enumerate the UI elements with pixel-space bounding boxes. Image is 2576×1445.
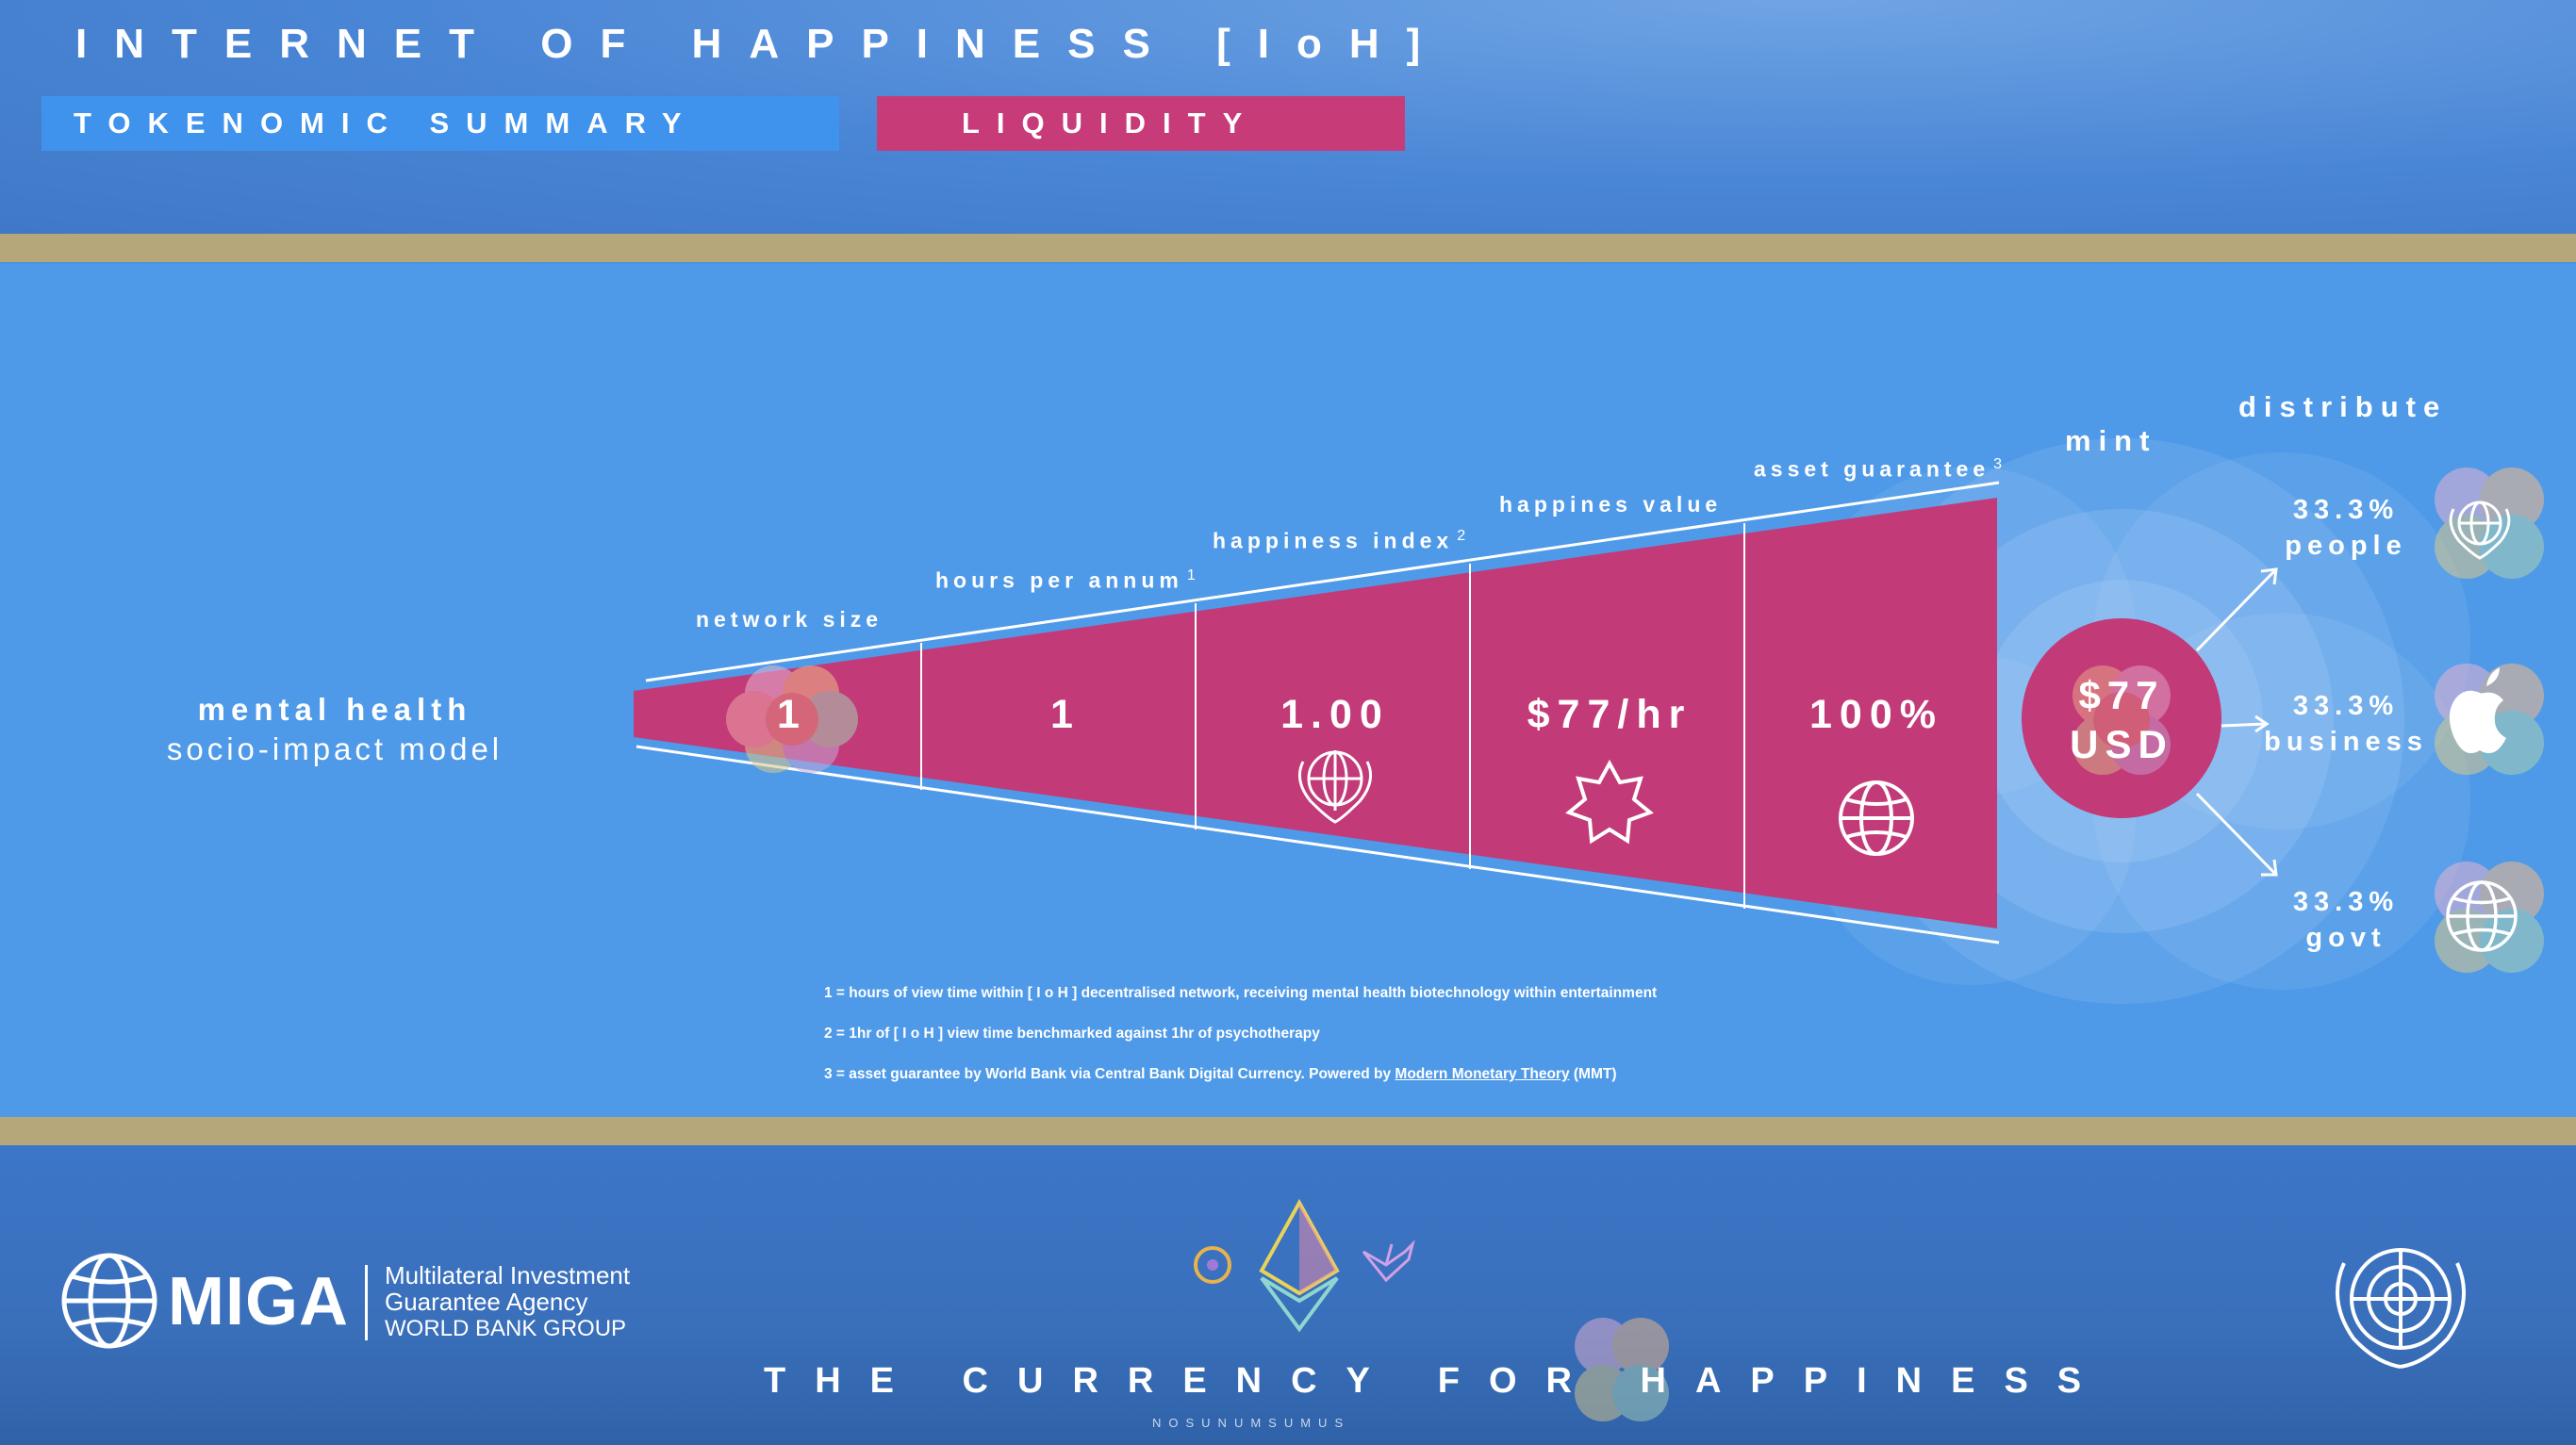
segment-label-text: happiness index: [1213, 528, 1454, 553]
footnote-1: 1 = hours of view time within [ I o H ] …: [824, 985, 1658, 1001]
segment-label-text: network size: [696, 607, 883, 632]
segment-label-happines-value: happines value: [1499, 492, 1722, 517]
apple-logo-icon: [2449, 667, 2506, 753]
segment-value-asset-guarantee: 100%: [1809, 692, 1943, 737]
segment-label-network-size: network size: [696, 607, 883, 632]
footer-tagline: THE CURRENCY FOR HAPPINESS: [764, 1361, 2111, 1401]
share-people: 33.3% people: [2242, 492, 2450, 564]
miga-line-2: Guarantee Agency: [385, 1288, 588, 1316]
mint-currency: USD: [2070, 722, 2173, 766]
globe-icon-govt: [2446, 880, 2518, 952]
mmt-link[interactable]: Modern Monetary Theory: [1395, 1066, 1570, 1082]
tagline-flower-icon: [1575, 1318, 1669, 1421]
footnote-3-suffix: (MMT): [1569, 1066, 1617, 1082]
segment-value-happiness-index: 1.00: [1280, 692, 1390, 737]
footnote-marker: 2: [1457, 528, 1466, 544]
funnel-shape: [634, 498, 1997, 928]
who-emblem-icon-people: [2449, 501, 2511, 560]
share-govt: 33.3% govt: [2242, 884, 2450, 956]
segment-value-happines-value: $77/hr: [1527, 692, 1693, 737]
share-recipient: business: [2264, 727, 2428, 757]
arrow-business: [2221, 722, 2266, 728]
footer-token-icons: [1194, 1198, 1415, 1333]
star-badge-icon: [1565, 759, 1654, 845]
footnote-3-text: 3 = asset guarantee by World Bank via Ce…: [824, 1066, 1395, 1082]
footnote-marker: 1: [1186, 567, 1196, 583]
segment-label-happiness-index: happiness index 2: [1213, 528, 1465, 554]
top-gold-band: [0, 234, 2576, 262]
bottom-gold-band: [0, 1117, 2576, 1145]
footnote-2: 2 = 1hr of [ I o H ] view time benchmark…: [824, 1026, 1320, 1042]
miga-line-3: WORLD BANK GROUP: [385, 1316, 627, 1341]
distribute-label: distribute: [2238, 390, 2448, 423]
segment-label-asset-guarantee: asset guarantee 3: [1754, 456, 2002, 483]
miga-globe-icon: [61, 1253, 157, 1349]
footnote-marker: 3: [1993, 456, 2003, 472]
coin-flower-icon: [2072, 665, 2171, 775]
share-percent: 33.3%: [2292, 887, 2400, 917]
segment-label-text: happines value: [1499, 492, 1723, 517]
tab-liquidity[interactable]: LIQUIDITY: [877, 96, 1405, 151]
ethereum-icon: [1259, 1198, 1340, 1333]
coin-ring-icon: [1194, 1246, 1231, 1284]
share-recipient: govt: [2305, 923, 2386, 953]
bird-icon: [1362, 1240, 1415, 1283]
tab-tokenomic-summary[interactable]: TOKENOMIC SUMMARY: [41, 96, 839, 151]
footer-signature: NOSUNUMSUMUS: [1152, 1416, 1351, 1430]
model-subtitle: socio-impact model: [166, 731, 504, 766]
miga-line-1: Multilateral Investment: [385, 1261, 631, 1289]
happiness-flower-icon: [726, 665, 858, 773]
model-title: mental health: [197, 692, 472, 727]
share-recipient: people: [2285, 531, 2407, 561]
footnote-3: 3 = asset guarantee by World Bank via Ce…: [824, 1066, 1617, 1083]
mint-label: mint: [2065, 424, 2157, 457]
globe-icon: [1839, 780, 1914, 856]
miga-divider: [365, 1265, 368, 1340]
share-business: 33.3% business: [2242, 688, 2450, 760]
share-percent: 33.3%: [2292, 691, 2400, 721]
segment-value-hours-per-annum: 1: [1050, 692, 1081, 737]
arrow-govt: [2195, 792, 2276, 875]
segment-label-hours-per-annum: hours per annum 1: [935, 567, 1196, 594]
segment-value-network-size: 1: [777, 692, 807, 737]
funnel-top-rule: [645, 481, 2000, 682]
segment-label-text: asset guarantee: [1754, 456, 1990, 482]
arrow-business-head: [2254, 714, 2270, 733]
arrow-people: [2195, 569, 2276, 652]
share-flower-govt: [2435, 862, 2544, 973]
arrow-people-head: [2260, 567, 2278, 585]
un-emblem-icon: [2335, 1248, 2467, 1369]
page-title: INTERNET OF HAPPINESS [IoH]: [75, 21, 1448, 67]
mint-coin: [2022, 618, 2221, 818]
arrow-govt-head: [2261, 859, 2278, 877]
share-percent: 33.3%: [2292, 495, 2400, 525]
funnel-bottom-rule: [636, 745, 2000, 944]
miga-wordmark: MIGA: [168, 1264, 349, 1339]
segment-label-text: hours per annum: [935, 567, 1183, 593]
mint-amount: $77: [2078, 673, 2165, 717]
distribution-arrows: [2195, 567, 2278, 877]
who-emblem-icon: [1297, 750, 1373, 824]
